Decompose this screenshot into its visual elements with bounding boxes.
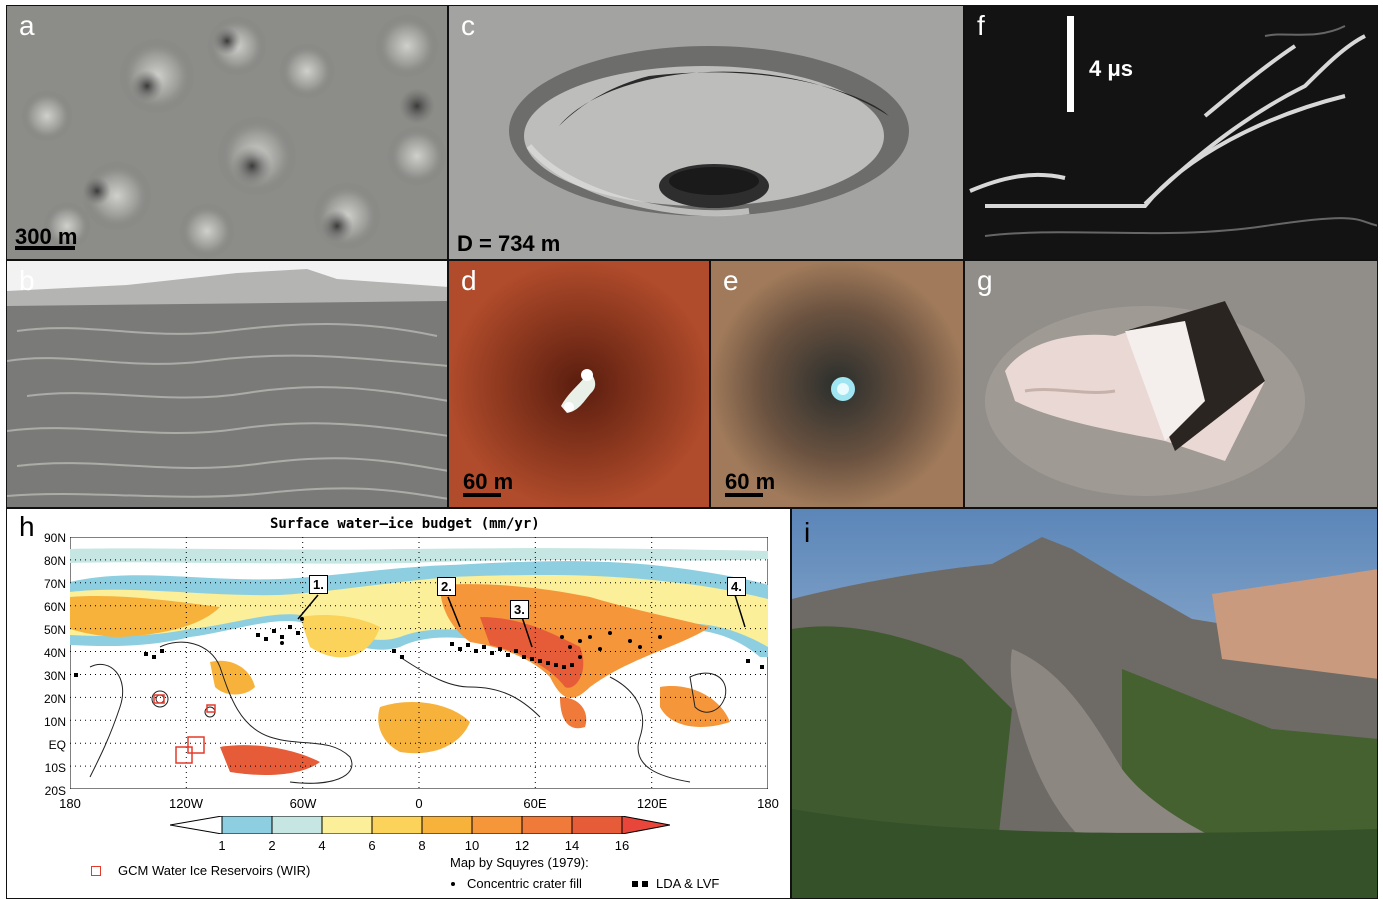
lat-label: 10N [43,715,66,729]
panel-c-label: c [461,10,475,41]
panel-c-crater-image [449,6,963,259]
crater-fill-legend-text: Concentric crater fill [467,876,582,891]
panel-e: e 60 m [710,260,964,508]
panel-f-radargram-image [965,6,1377,259]
panel-a: a 300 m [6,5,448,260]
callout-3: 3. [510,600,529,619]
panel-b-label: b [19,265,35,296]
lat-label: 20S [44,784,66,798]
lda-legend-icon-2 [642,881,648,887]
colorbar [170,816,670,834]
panel-i: i [791,508,1378,899]
lat-label: 60N [43,600,66,614]
lat-label: 90N [43,531,66,545]
squyres-features [74,617,764,677]
panel-a-scale-bar [15,246,75,250]
lat-label: 30N [43,669,66,683]
lon-label: 180 [757,796,779,811]
panel-d: d 60 m [448,260,710,508]
map-plot-area [70,537,768,789]
panel-a-label: a [19,10,35,41]
colorbar-tick: 4 [318,838,326,853]
colorbar-tick: 14 [564,838,580,853]
panel-e-scale-bar [725,493,763,497]
callout-1: 1. [309,575,328,594]
lda-legend-icon [632,881,638,887]
colorbar-tick: 6 [368,838,376,853]
lat-label: 40N [43,646,66,660]
lat-label: 50N [43,623,66,637]
lat-label: 70N [43,577,66,591]
callout-4: 4. [727,577,746,596]
panel-d-scale-text: 60 m [463,469,514,494]
squyres-legend-title: Map by Squyres (1979): [450,855,589,870]
lon-label: 180 [59,796,81,811]
wir-markers [153,694,216,764]
panel-f-scale-text: 4 μs [1089,56,1134,81]
colorbar-tick: 2 [268,838,276,853]
callout-2: 2. [437,577,456,596]
ice-budget-field [70,548,768,775]
panel-d-ice-exposure-image [449,261,709,507]
lon-label: 120W [169,796,203,811]
map-title: Surface water–ice budget (mm/yr) [270,516,540,532]
colorbar-tick: 10 [464,838,480,853]
panel-e-ice-exposure-image [711,261,963,507]
panel-f-scale-bar [1067,16,1074,112]
lat-label: 80N [43,554,66,568]
panel-h-label: h [19,511,35,542]
colorbar-tick: 16 [614,838,630,853]
panel-i-rock-glacier-photo [792,509,1377,898]
panel-e-label: e [723,265,739,296]
panel-a-scale-text: 300 m [15,224,78,249]
lon-label: 120E [636,796,668,811]
panel-c: c D = 734 m [448,5,964,260]
colorbar-tick: 8 [418,838,426,853]
panel-f: f 4 μs [964,5,1378,260]
panel-g-label: g [977,265,993,296]
colorbar-tick: 1 [218,838,226,853]
panel-f-label: f [977,10,985,41]
panel-b-landscape-image [7,261,447,507]
lon-label: 60E [523,796,547,811]
panel-e-scale-text: 60 m [725,469,776,494]
lat-label: EQ [48,738,66,752]
callout-arrows [297,594,746,648]
crater-fill-legend-icon [451,882,455,886]
panel-c-scale-text: D = 734 m [457,231,561,256]
lat-label: 20N [43,692,66,706]
panel-d-scale-bar [463,493,501,497]
panel-i-label: i [804,517,811,548]
lon-label: 60W [289,796,317,811]
wir-legend-text: GCM Water Ice Reservoirs (WIR) [118,863,311,878]
lat-label: 10S [44,761,66,775]
colorbar-tick: 12 [514,838,530,853]
panel-g-mesa-image [965,261,1377,507]
lda-legend-text: LDA & LVF [656,876,720,891]
panel-b: b [6,260,448,508]
panel-g: g [964,260,1378,508]
panel-d-label: d [461,265,477,296]
wir-legend-icon [91,866,101,876]
lon-label: 0 [415,796,423,811]
panel-a-terrain-image [7,6,447,259]
